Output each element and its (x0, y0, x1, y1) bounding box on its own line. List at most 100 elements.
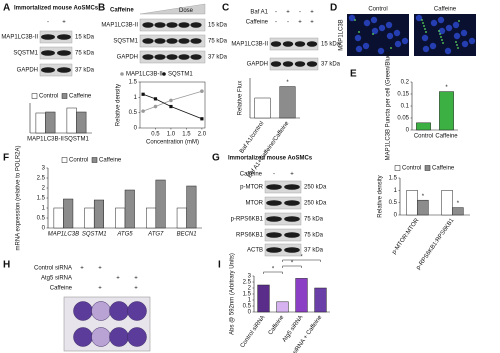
puncta (424, 28, 426, 30)
point (169, 104, 173, 109)
significance-mark: * (272, 267, 275, 273)
blot-band (190, 22, 202, 28)
y-tick-label: 0.5 (243, 304, 252, 310)
blot-band (284, 247, 300, 253)
significance-mark: * (422, 194, 425, 200)
lane-label: - (275, 10, 277, 16)
row-label: p-RPS6KB1 (231, 217, 264, 223)
series-line (142, 90, 203, 112)
blot-band (178, 54, 190, 60)
y-tick-label: 0 (134, 126, 138, 132)
nucleus (355, 45, 363, 53)
lane-label: + (298, 20, 302, 26)
row-label: SQSTM1 (13, 51, 38, 57)
row-label: ACTB (247, 248, 263, 254)
blot-band (190, 54, 202, 60)
size-label: 37 kDa (208, 55, 228, 61)
nucleus (362, 42, 370, 50)
blot-band (154, 38, 166, 44)
nucleus (437, 16, 445, 24)
nucleus (385, 21, 393, 29)
size-label: 15 kDa (75, 35, 95, 41)
y-axis-title: Relative density (378, 175, 384, 217)
lane-label: + (286, 10, 290, 16)
blot-band (57, 50, 71, 56)
x-tick-label: SQSTM1 (64, 137, 89, 143)
x-tick-label: 1.5 (182, 132, 191, 138)
bar (441, 190, 453, 216)
nucleus (453, 32, 461, 40)
legend-swatch (61, 93, 68, 99)
puncta (358, 31, 360, 33)
bar (257, 284, 270, 313)
size-label: 15 kDa (321, 42, 341, 48)
well (127, 327, 147, 347)
puncta (422, 22, 424, 24)
panel-label: C (222, 3, 229, 14)
panel-label: B (98, 3, 105, 14)
x-tick-label: Control (414, 134, 433, 140)
nucleus (377, 47, 385, 55)
puncta (458, 20, 460, 22)
legend-label: Caffeine (69, 94, 92, 100)
significance-mark: * (300, 255, 303, 261)
blot-band (154, 22, 166, 28)
blot-band (284, 216, 300, 222)
blot-strip (39, 30, 73, 44)
y-tick-label: 2.5 (37, 176, 46, 182)
bar (35, 112, 46, 134)
significance-mark: * (445, 85, 448, 91)
x-tick-label: ATG5 (116, 232, 133, 238)
puncta (438, 30, 440, 32)
lane-label: + (134, 286, 138, 292)
size-label: 15 kDa (208, 23, 228, 29)
lane-label: + (116, 276, 120, 282)
y-tick-label: 1 (42, 206, 46, 212)
y-tick-label: 2 (248, 286, 252, 292)
puncta (423, 25, 425, 27)
lane-label: + (290, 172, 294, 178)
bar (406, 190, 418, 216)
nucleus (461, 40, 469, 48)
treatment-label: Caffeine (110, 8, 134, 14)
legend-label: SQSTM1 (168, 72, 193, 78)
lane-label: + (98, 266, 102, 272)
y-axis-title: Abs @ 592nm (Arbitrary Units) (230, 253, 236, 335)
y-tick-label: 1.5 (389, 176, 398, 182)
lane-label: - (47, 20, 49, 26)
y-tick-label: 2 (42, 186, 46, 192)
bar (416, 122, 431, 131)
bar (176, 207, 187, 229)
size-label: 75 kDa (304, 233, 324, 239)
panel-title: Immortalized mouse AoSMCs (228, 156, 313, 162)
x-tick-label: Control siRNA (240, 315, 267, 350)
blot-band (41, 67, 55, 73)
nucleus (429, 42, 437, 50)
panel-label: D (330, 3, 337, 14)
x-tick-label: 1.0 (167, 132, 176, 138)
blot-band (270, 61, 282, 67)
blot-band (266, 216, 282, 222)
x-tick-label: Caffeine (435, 134, 458, 140)
blot-band (306, 41, 318, 47)
blot-strip (264, 212, 302, 226)
point (153, 97, 158, 101)
size-label: 75 kDa (75, 51, 95, 57)
nucleus (354, 34, 362, 42)
y-tick-label: 0.05 (397, 116, 409, 122)
well (73, 327, 93, 347)
blot-band (294, 41, 306, 47)
blot-band (294, 61, 306, 67)
bar (124, 189, 135, 229)
puncta (455, 41, 457, 43)
blot-band (284, 184, 300, 190)
blot-strip (264, 180, 302, 194)
dose-label: Dose (179, 8, 194, 14)
puncta (421, 19, 423, 21)
panel-label: E (350, 69, 357, 80)
y-tick-label: 1 (248, 298, 252, 304)
blot-band (266, 247, 282, 253)
nucleus (422, 45, 430, 53)
nucleus (348, 14, 356, 22)
